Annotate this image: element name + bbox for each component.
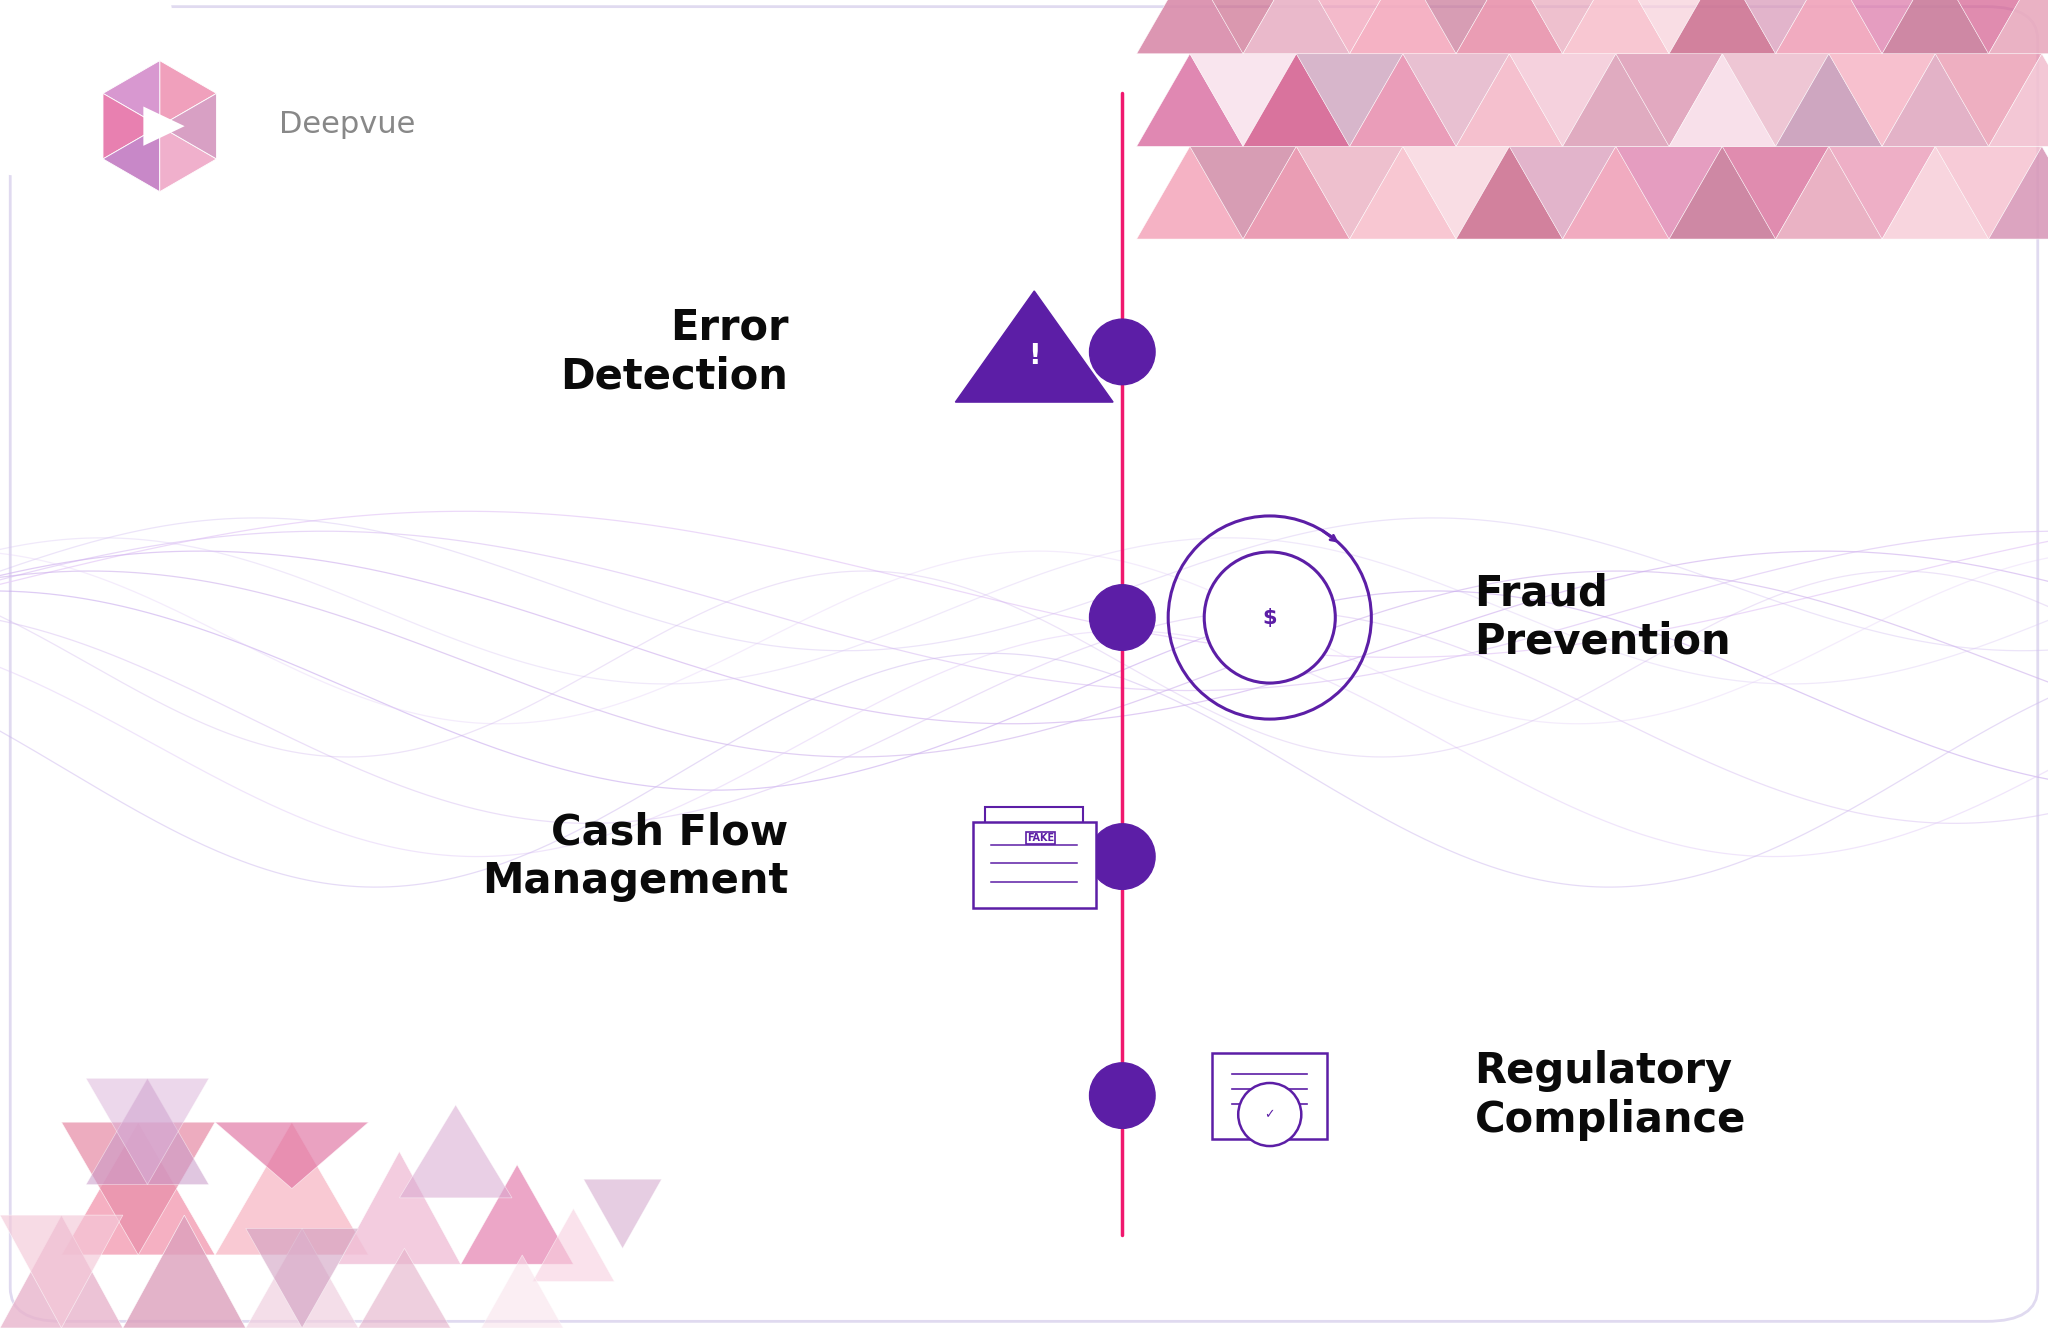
FancyBboxPatch shape [1212,1053,1327,1138]
Polygon shape [1243,0,1350,53]
Polygon shape [1829,0,1935,53]
FancyBboxPatch shape [985,806,1083,892]
Polygon shape [1456,0,1563,53]
Polygon shape [1882,0,1989,53]
Polygon shape [1403,146,1509,239]
Polygon shape [86,1078,209,1185]
Text: Error
Detection: Error Detection [561,307,788,397]
Polygon shape [1563,0,1669,53]
Polygon shape [143,106,184,146]
Polygon shape [1669,146,1776,239]
Polygon shape [160,126,217,191]
Polygon shape [160,93,217,159]
Text: Regulatory
Compliance: Regulatory Compliance [1475,1050,1747,1141]
Polygon shape [1669,0,1776,53]
Polygon shape [1403,53,1509,146]
Polygon shape [123,1215,246,1328]
Polygon shape [1296,146,1403,239]
Polygon shape [532,1208,614,1282]
Polygon shape [954,291,1114,402]
Polygon shape [246,1228,358,1328]
Polygon shape [1190,146,1296,239]
Text: Fraud
Prevention: Fraud Prevention [1475,572,1731,663]
Polygon shape [1137,146,1243,239]
Ellipse shape [1090,1062,1155,1129]
Polygon shape [1882,146,1989,239]
Polygon shape [1563,53,1669,146]
Polygon shape [1350,53,1456,146]
Polygon shape [1935,146,2042,239]
Polygon shape [61,1122,215,1255]
Ellipse shape [1239,1084,1300,1146]
Polygon shape [1616,146,1722,239]
Polygon shape [1722,53,1829,146]
Polygon shape [1989,0,2048,53]
Polygon shape [1350,0,1456,53]
Polygon shape [215,1122,369,1255]
Polygon shape [1137,53,1243,146]
Polygon shape [1296,53,1403,146]
Polygon shape [0,1215,123,1328]
Polygon shape [1456,146,1563,239]
Polygon shape [399,1105,512,1198]
Polygon shape [1776,53,1882,146]
Polygon shape [1776,146,1882,239]
Polygon shape [1509,0,1616,53]
Polygon shape [1616,0,1722,53]
Polygon shape [0,1215,123,1328]
Polygon shape [1935,53,2042,146]
Polygon shape [246,1228,358,1328]
Polygon shape [358,1248,451,1328]
Polygon shape [1456,53,1563,146]
Polygon shape [1989,146,2048,239]
Polygon shape [584,1179,662,1248]
Polygon shape [1190,0,1296,53]
Text: Deepvue: Deepvue [279,110,416,139]
Polygon shape [461,1165,573,1264]
Polygon shape [1882,53,1989,146]
Polygon shape [1829,146,1935,239]
Ellipse shape [1090,584,1155,651]
Ellipse shape [0,0,174,177]
Polygon shape [1243,53,1350,146]
Polygon shape [1509,146,1616,239]
Polygon shape [1190,53,1296,146]
Polygon shape [215,1122,369,1189]
Polygon shape [1776,0,1882,53]
Text: Cash Flow
Management: Cash Flow Management [481,811,788,902]
Polygon shape [1563,146,1669,239]
Polygon shape [61,1122,215,1255]
Polygon shape [102,93,160,159]
Polygon shape [1296,0,1403,53]
Ellipse shape [1090,823,1155,890]
FancyBboxPatch shape [10,7,2038,1321]
Polygon shape [1616,53,1722,146]
Text: $: $ [1262,607,1278,628]
Ellipse shape [1204,552,1335,683]
Polygon shape [481,1255,563,1328]
Polygon shape [1350,146,1456,239]
Polygon shape [1137,0,1243,53]
Polygon shape [1403,0,1509,53]
Polygon shape [1669,53,1776,146]
Text: !: ! [1028,341,1040,369]
Polygon shape [1935,0,2042,53]
Polygon shape [1243,146,1350,239]
Ellipse shape [1090,319,1155,385]
Text: FAKE: FAKE [1026,833,1055,843]
Polygon shape [1829,53,1935,146]
Polygon shape [102,126,160,191]
Polygon shape [338,1151,461,1264]
Polygon shape [102,61,160,126]
Polygon shape [1722,0,1829,53]
Polygon shape [86,1078,209,1185]
Polygon shape [1722,146,1829,239]
Polygon shape [1509,53,1616,146]
Text: ✓: ✓ [1264,1108,1276,1121]
FancyBboxPatch shape [973,822,1096,908]
Polygon shape [160,61,217,126]
Polygon shape [1989,53,2048,146]
